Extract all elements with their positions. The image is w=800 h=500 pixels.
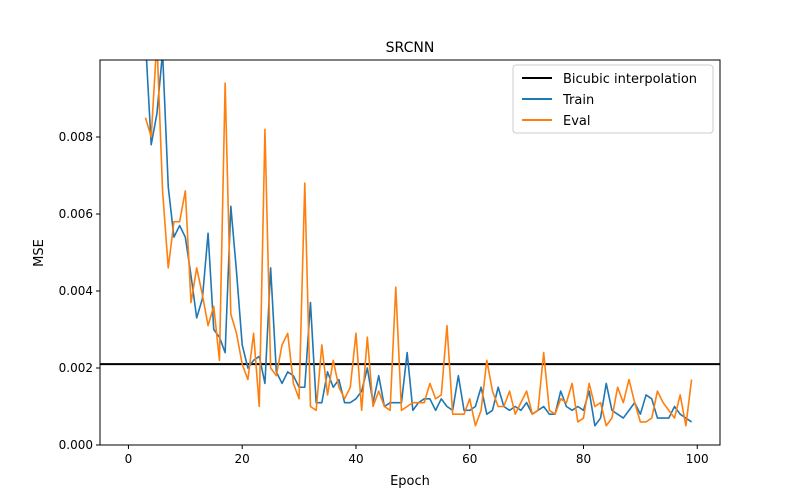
x-tick-label: 0 xyxy=(125,452,133,466)
x-tick-label: 60 xyxy=(462,452,477,466)
series-line-eval xyxy=(144,60,693,427)
y-tick-label: 0.004 xyxy=(59,284,93,298)
y-tick-label: 0.002 xyxy=(59,361,93,375)
y-tick-label: 0.008 xyxy=(59,130,93,144)
plot-frame xyxy=(99,59,721,446)
legend: Bicubic interpolation Train Eval xyxy=(512,64,714,134)
x-tick-label: 100 xyxy=(686,452,709,466)
x-tick-label: 40 xyxy=(348,452,363,466)
legend-label-bicubic: Bicubic interpolation xyxy=(563,72,697,87)
x-tick-label: 20 xyxy=(235,452,250,466)
y-tick-label: 0.006 xyxy=(59,207,93,221)
legend-label-train: Train xyxy=(562,93,594,108)
series-layer xyxy=(144,60,693,427)
chart-title: SRCNN xyxy=(386,40,435,56)
y-axis-label: MSE xyxy=(32,239,47,267)
legend-box xyxy=(512,64,714,134)
x-axis-label: Epoch xyxy=(390,474,430,489)
x-axis: 0 20 40 60 80 100 xyxy=(125,445,709,466)
legend-label-eval: Eval xyxy=(563,114,591,129)
y-axis: 0.000 0.002 0.004 0.006 0.008 xyxy=(59,130,100,452)
y-tick-label: 0.000 xyxy=(59,438,93,452)
x-tick-label: 80 xyxy=(576,452,591,466)
